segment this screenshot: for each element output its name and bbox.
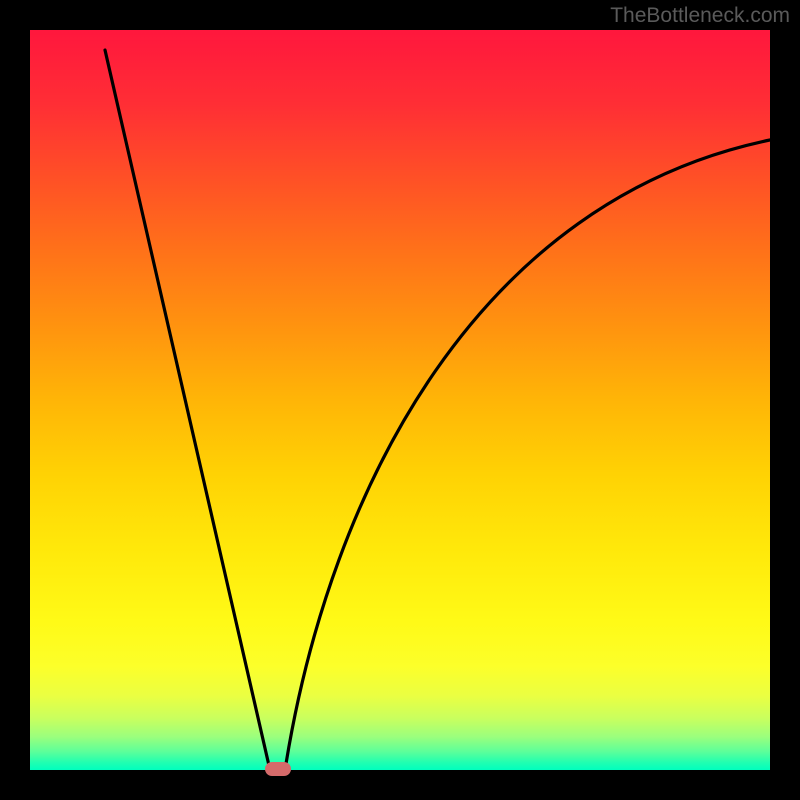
curve-layer bbox=[30, 30, 770, 770]
watermark-text: TheBottleneck.com bbox=[610, 4, 790, 28]
chart-container: TheBottleneck.com bbox=[0, 0, 800, 800]
plot-area bbox=[30, 30, 770, 770]
minimum-marker bbox=[265, 762, 291, 776]
